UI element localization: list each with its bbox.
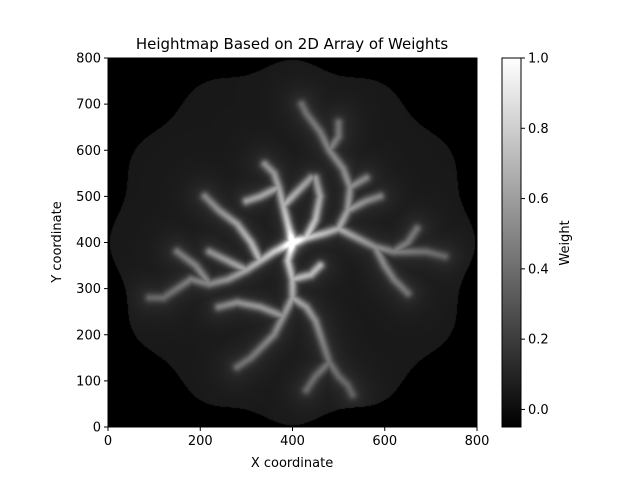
y-axis-label: Y coordinate bbox=[50, 201, 65, 283]
colorbar-ticks: 0.0 0.2 0.4 0.6 0.8 1.0 bbox=[521, 52, 549, 418]
y-tick-label: 700 bbox=[76, 98, 101, 113]
y-tick-label: 500 bbox=[76, 190, 101, 205]
heatmap-image-wrapper bbox=[108, 58, 477, 427]
x-tick-label: 200 bbox=[188, 434, 213, 449]
y-tick-label: 0 bbox=[93, 421, 101, 436]
colorbar-tick-label: 0.6 bbox=[528, 192, 549, 207]
colorbar-tick-label: 0.8 bbox=[528, 122, 549, 137]
chart-title: Heightmap Based on 2D Array of Weights bbox=[136, 35, 448, 53]
y-tick-label: 200 bbox=[76, 328, 101, 343]
y-tick-label: 300 bbox=[76, 282, 101, 297]
colorbar-tick-label: 1.0 bbox=[528, 52, 549, 67]
colorbar-tick-label: 0.2 bbox=[528, 333, 549, 348]
x-tick-label: 800 bbox=[465, 434, 490, 449]
heatmap-image bbox=[108, 58, 477, 427]
colorbar-tick-label: 0.0 bbox=[528, 403, 549, 418]
x-tick-label: 600 bbox=[372, 434, 397, 449]
y-tick-label: 100 bbox=[76, 374, 101, 389]
y-tick-label: 600 bbox=[76, 144, 101, 159]
colorbar bbox=[501, 57, 522, 428]
x-tick-label: 0 bbox=[104, 434, 112, 449]
x-axis-label: X coordinate bbox=[251, 456, 333, 471]
colorbar-label: Weight bbox=[558, 220, 573, 265]
x-tick-label: 400 bbox=[280, 434, 305, 449]
x-axis-ticks: 0 200 400 600 800 bbox=[104, 427, 490, 449]
y-tick-label: 400 bbox=[76, 236, 101, 251]
colorbar-tick-label: 0.4 bbox=[528, 262, 549, 277]
y-tick-label: 800 bbox=[76, 52, 101, 67]
y-axis-ticks: 0 100 200 300 400 500 600 700 800 bbox=[76, 52, 108, 436]
